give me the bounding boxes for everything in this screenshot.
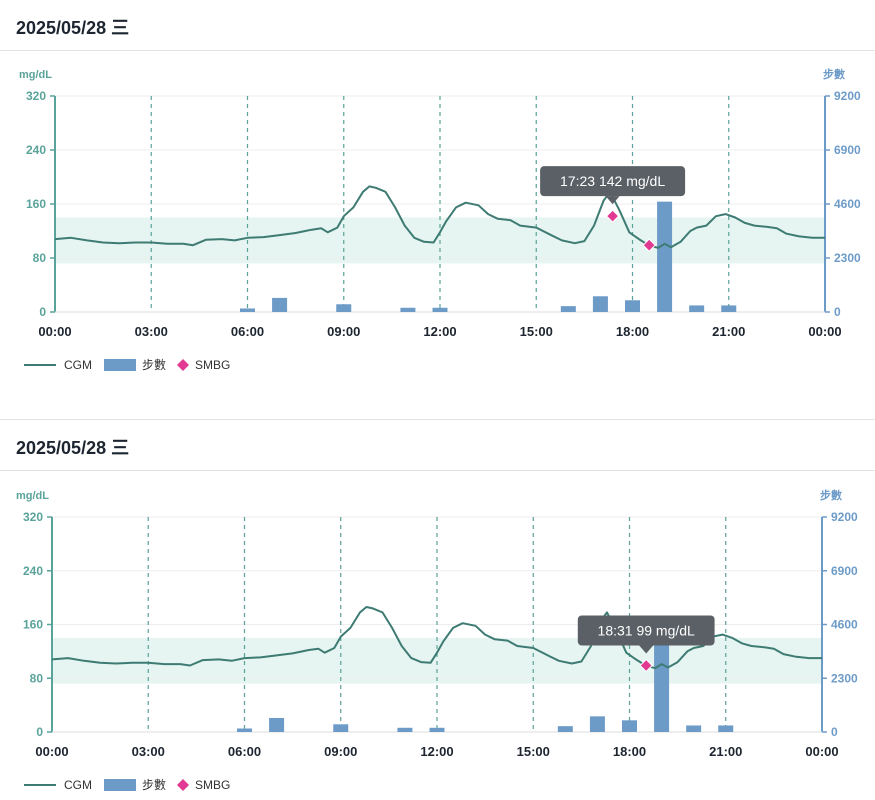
y-left-tick-label: 320: [26, 89, 46, 103]
y-right-tick-label: 4600: [831, 618, 858, 632]
x-tick-label: 18:00: [613, 744, 646, 759]
steps-bar: [269, 717, 285, 732]
x-tick-label: 09:00: [327, 324, 360, 339]
legend-smbg-label: SMBG: [195, 778, 230, 792]
steps-bar: [432, 307, 448, 312]
legend-cgm-label: CGM: [64, 778, 92, 792]
x-tick-label: 15:00: [517, 744, 550, 759]
y-right-unit-label: 步數: [823, 67, 845, 81]
y-left-tick-label: 320: [23, 510, 43, 524]
tooltip-text: 17:23 142 mg/dL: [560, 173, 665, 189]
glucose-chart[interactable]: mg/dL 步數 320 240 160 80 0 9200 6900 4600 2300 0 00:0…: [0, 470, 875, 800]
x-tick-label: 03:00: [135, 324, 168, 339]
steps-bar: [721, 305, 737, 312]
panel-divider: [0, 419, 875, 420]
x-tick-label: 00:00: [805, 744, 838, 759]
steps-bar: [718, 725, 734, 732]
value-tooltip: 18:31 99 mg/dL: [577, 615, 715, 654]
y-right-tick-label: 0: [834, 305, 841, 319]
tooltip-pointer: [605, 196, 620, 205]
steps-bar: [557, 726, 573, 732]
steps-bar: [622, 720, 637, 732]
steps-bar: [560, 306, 576, 312]
legend-steps-label: 步數: [142, 778, 166, 792]
y-left-tick-label: 80: [30, 671, 44, 685]
steps-bar: [689, 305, 705, 312]
legend[interactable]: CGM 步數 SMBG: [24, 778, 230, 792]
legend-smbg-swatch: [177, 779, 189, 791]
y-right-tick-label: 6900: [831, 564, 858, 578]
steps-bar: [654, 622, 670, 732]
y-right-tick-label: 9200: [834, 89, 861, 103]
y-left-tick-label: 80: [33, 251, 47, 265]
steps-bar: [333, 724, 349, 732]
steps-bar: [592, 296, 608, 312]
y-right-unit-label: 步數: [820, 488, 842, 502]
chart-panel-1: 2025/05/28 三 mg/dL 步數 320 240 160 80 0 9200 6900…: [0, 0, 875, 390]
steps-bar: [397, 727, 413, 732]
tooltip-box: [540, 166, 686, 197]
y-right-tick-label: 0: [831, 725, 838, 739]
steps-bar: [237, 728, 252, 732]
steps-bar: [625, 300, 640, 312]
steps-bar: [686, 725, 702, 732]
steps-bar: [429, 727, 445, 732]
steps-bar: [272, 297, 288, 312]
y-left-tick-label: 240: [23, 564, 43, 578]
x-tick-label: 00:00: [808, 324, 841, 339]
panel-date-title: 2025/05/28 三: [16, 18, 130, 38]
x-tick-label: 00:00: [38, 324, 71, 339]
x-tick-label: 06:00: [231, 324, 264, 339]
smbg-marker: [639, 658, 653, 673]
legend-smbg-swatch: [177, 359, 189, 371]
tooltip-pointer: [639, 645, 654, 654]
x-tick-label: 09:00: [324, 744, 357, 759]
y-right-tick-label: 9200: [831, 510, 858, 524]
y-right-tick-label: 4600: [834, 197, 861, 211]
tooltip-text: 18:31 99 mg/dL: [598, 622, 696, 638]
steps-bar: [336, 304, 352, 312]
y-left-tick-label: 0: [39, 305, 46, 319]
steps-bar: [589, 716, 605, 732]
x-tick-label: 18:00: [616, 324, 649, 339]
tooltip-box: [577, 615, 715, 646]
glucose-chart[interactable]: mg/dL 步數 320 240 160 80 0 9200 6900 4600 2300 0 00:0…: [0, 50, 875, 390]
y-right-tick-label: 2300: [834, 251, 861, 265]
y-left-tick-label: 0: [36, 725, 43, 739]
x-tick-label: 03:00: [132, 744, 165, 759]
x-tick-label: 06:00: [228, 744, 261, 759]
y-right-tick-label: 2300: [831, 671, 858, 685]
y-left-tick-label: 240: [26, 143, 46, 157]
cgm-line: [51, 606, 822, 670]
x-tick-label: 12:00: [420, 744, 453, 759]
x-tick-label: 00:00: [35, 744, 68, 759]
x-tick-label: 21:00: [712, 324, 745, 339]
y-left-tick-label: 160: [26, 197, 46, 211]
x-tick-label: 15:00: [520, 324, 553, 339]
cgm-line: [54, 185, 825, 249]
smbg-marker: [605, 209, 620, 223]
steps-bar: [657, 201, 673, 312]
steps-bar: [240, 308, 255, 312]
legend-smbg-label: SMBG: [195, 358, 230, 372]
legend-steps-label: 步數: [142, 358, 166, 372]
y-left-unit-label: mg/dL: [16, 490, 49, 502]
steps-bar: [400, 307, 416, 312]
x-tick-label: 21:00: [709, 744, 742, 759]
chart-panel-2: 2025/05/28 三 mg/dL 步數 320 240 160 80 0 9200 6900…: [0, 420, 875, 800]
legend-steps-swatch: [104, 779, 136, 791]
panel-date-title: 2025/05/28 三: [16, 438, 130, 458]
legend-steps-swatch: [104, 359, 136, 371]
legend[interactable]: CGM 步數 SMBG: [24, 358, 230, 372]
legend-cgm-label: CGM: [64, 358, 92, 372]
panel-header: 2025/05/28 三: [0, 420, 875, 471]
panel-header: 2025/05/28 三: [0, 0, 875, 51]
y-right-tick-label: 6900: [834, 143, 861, 157]
smbg-marker: [642, 238, 656, 252]
x-tick-label: 12:00: [423, 324, 456, 339]
y-left-tick-label: 160: [23, 618, 43, 632]
y-left-unit-label: mg/dL: [19, 69, 52, 81]
value-tooltip: 17:23 142 mg/dL: [540, 166, 686, 205]
